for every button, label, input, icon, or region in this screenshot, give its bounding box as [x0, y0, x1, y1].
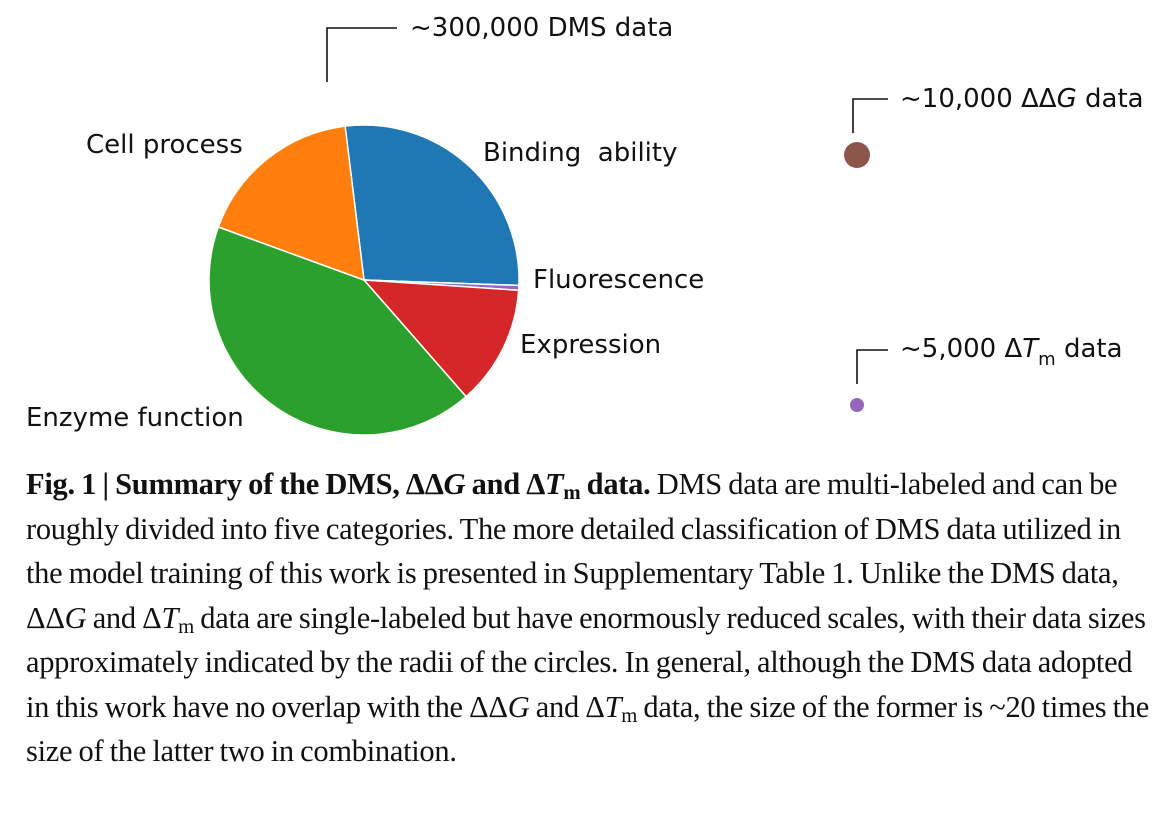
caption-body: DMS data are multi-labeled and can be ro…: [26, 467, 1149, 768]
slice-label-expression: Expression: [520, 330, 661, 360]
caption-title: Fig. 1 | Summary of the DMS, ΔΔG and ΔTm…: [26, 467, 651, 505]
ddg-data-circle: [844, 142, 870, 168]
dtm-label: ~5,000 ΔTm data: [900, 334, 1123, 370]
slice-label-fluorescence: Fluorescence: [533, 265, 704, 295]
dtm-leader-line: [856, 349, 888, 384]
pie-slice-expression: [362, 279, 520, 398]
dtm-data-circle: [850, 398, 864, 412]
ddg-label: ~10,000 ΔΔG data: [900, 84, 1144, 114]
pie-slice-enzyme-function: [208, 226, 468, 436]
slice-label-binding-ability: Binding ability: [483, 138, 677, 168]
pie-title-leader-line: [326, 27, 397, 82]
pie-title: ~300,000 DMS data: [410, 13, 673, 43]
figure-caption: Fig. 1 | Summary of the DMS, ΔΔG and ΔTm…: [26, 462, 1156, 774]
pie-slice-binding-ability: [344, 124, 520, 287]
pie-slice-cell-process: [217, 125, 365, 282]
dms-pie-chart: [208, 124, 520, 436]
slice-label-cell-process: Cell process: [86, 130, 243, 160]
ddg-leader-line: [852, 98, 888, 133]
slice-label-enzyme-function: Enzyme function: [26, 403, 244, 433]
summary-figure: ~300,000 DMS data Binding ability Fluore…: [26, 13, 1144, 436]
